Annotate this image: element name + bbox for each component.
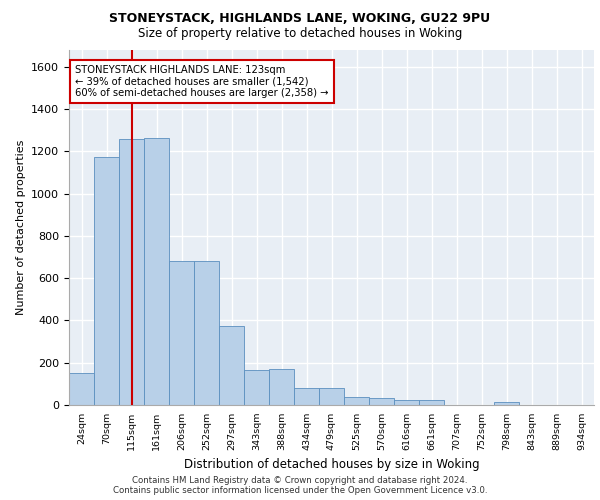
Bar: [369, 398, 394, 405]
Bar: [219, 326, 244, 405]
Text: Contains HM Land Registry data © Crown copyright and database right 2024.
Contai: Contains HM Land Registry data © Crown c…: [113, 476, 487, 495]
X-axis label: Distribution of detached houses by size in Woking: Distribution of detached houses by size …: [184, 458, 479, 471]
Bar: [344, 397, 369, 405]
Bar: [394, 400, 419, 405]
Bar: [194, 262, 219, 405]
Bar: [269, 369, 294, 405]
Bar: [319, 388, 344, 405]
Text: STONEYSTACK, HIGHLANDS LANE, WOKING, GU22 9PU: STONEYSTACK, HIGHLANDS LANE, WOKING, GU2…: [109, 12, 491, 26]
Text: STONEYSTACK HIGHLANDS LANE: 123sqm
← 39% of detached houses are smaller (1,542)
: STONEYSTACK HIGHLANDS LANE: 123sqm ← 39%…: [75, 65, 329, 98]
Bar: [94, 156, 119, 405]
Bar: [244, 370, 269, 405]
Bar: [119, 138, 144, 405]
Text: Size of property relative to detached houses in Woking: Size of property relative to detached ho…: [138, 28, 462, 40]
Bar: [169, 262, 194, 405]
Bar: [69, 374, 94, 405]
Bar: [419, 400, 444, 405]
Y-axis label: Number of detached properties: Number of detached properties: [16, 140, 26, 315]
Bar: [144, 138, 169, 405]
Bar: [294, 388, 319, 405]
Bar: [494, 402, 519, 405]
